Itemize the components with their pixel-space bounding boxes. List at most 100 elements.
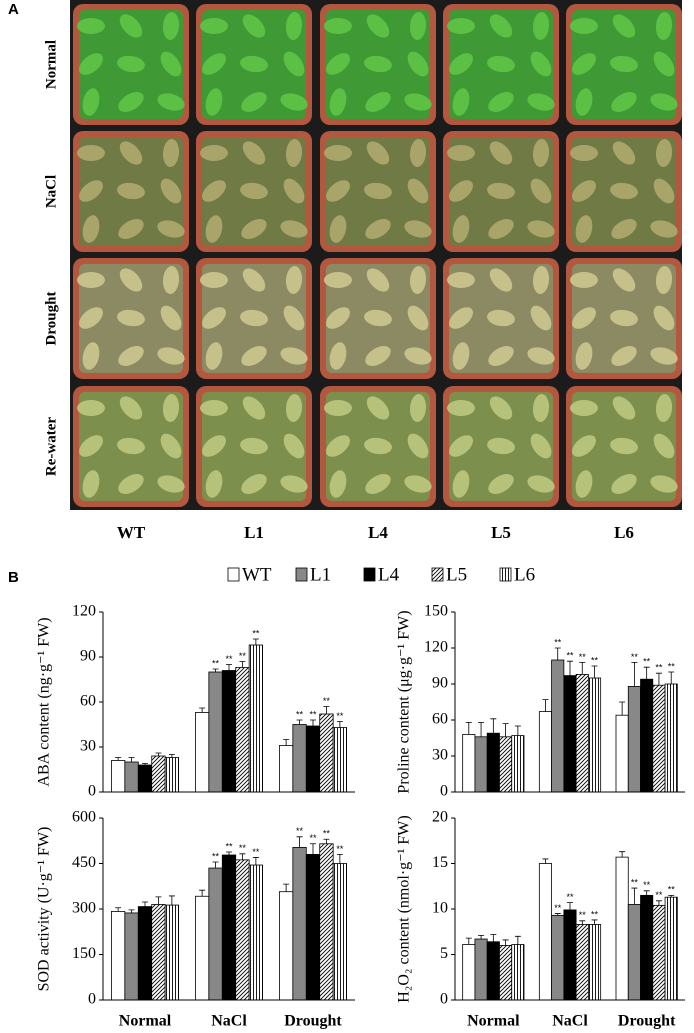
y-tick-label: 0 xyxy=(88,783,96,800)
error-bar xyxy=(128,909,135,913)
significance: ** xyxy=(643,657,651,667)
leaf xyxy=(611,474,637,494)
leaf xyxy=(118,92,144,112)
bar xyxy=(164,904,180,1001)
significance: ** xyxy=(212,851,220,861)
leaf xyxy=(489,268,513,292)
y-tick-label: 20 xyxy=(432,809,448,826)
error-bar xyxy=(128,757,135,762)
legend-label: WT xyxy=(242,564,272,585)
bar xyxy=(499,736,513,793)
leaf xyxy=(407,433,429,459)
significance: ** xyxy=(631,877,639,887)
error-bar xyxy=(296,836,303,848)
leaf xyxy=(527,475,555,493)
leaf xyxy=(488,474,514,494)
significance: ** xyxy=(591,909,599,919)
leaf xyxy=(242,141,266,165)
leaf xyxy=(157,347,185,365)
error-bar xyxy=(490,718,497,734)
bar xyxy=(486,732,500,793)
x-tick-label: NaCl xyxy=(552,1013,588,1030)
leaf xyxy=(77,272,105,288)
y-tick-label: 90 xyxy=(432,675,448,692)
bar xyxy=(652,904,666,1001)
bar xyxy=(332,727,348,793)
leaf xyxy=(612,141,636,165)
error-bar xyxy=(619,701,626,716)
y-tick-label: 150 xyxy=(72,945,96,962)
bar xyxy=(474,736,488,793)
leaf xyxy=(118,474,144,494)
significance: ** xyxy=(566,651,574,661)
leaf xyxy=(157,220,185,238)
error-bar xyxy=(155,752,162,756)
leaf xyxy=(119,14,143,38)
column-label: L1 xyxy=(244,523,264,542)
y-tick-label: 60 xyxy=(432,711,448,728)
leaf xyxy=(162,139,180,167)
leaf xyxy=(283,305,305,331)
leaf xyxy=(117,309,145,327)
y-tick-label: 450 xyxy=(72,854,96,871)
error-bar xyxy=(252,857,259,866)
leaf xyxy=(650,475,678,493)
leaf xyxy=(119,396,143,420)
error-bar xyxy=(567,660,573,676)
leaf xyxy=(655,12,673,40)
error-bar xyxy=(168,754,175,758)
leaf xyxy=(117,182,145,200)
significance: ** xyxy=(591,655,599,665)
y-axis-label: H₂O₂ content (nmol·g⁻¹ FW) xyxy=(396,815,413,1002)
leaf xyxy=(283,51,305,77)
leaf xyxy=(200,145,228,161)
leaf xyxy=(575,88,593,116)
legend-swatch xyxy=(227,567,240,582)
x-tick-label: Drought xyxy=(618,1013,676,1030)
leaf xyxy=(487,437,515,455)
error-bar xyxy=(323,706,330,714)
bar xyxy=(124,912,139,1001)
bar xyxy=(588,677,602,793)
row-label: Drought xyxy=(43,292,59,346)
leaf xyxy=(404,93,432,111)
leaf xyxy=(449,435,473,457)
y-tick-label: 0 xyxy=(440,991,448,1008)
bar xyxy=(278,891,294,1001)
leaf xyxy=(118,219,144,239)
leaf xyxy=(82,470,100,498)
leaf xyxy=(205,342,223,370)
leaf xyxy=(409,394,427,422)
leaf xyxy=(404,475,432,493)
error-bar xyxy=(579,662,586,675)
leaf xyxy=(655,394,673,422)
leaf xyxy=(530,433,552,459)
leaf xyxy=(655,139,673,167)
significance: ** xyxy=(225,654,233,664)
leaf xyxy=(532,394,550,422)
significance: ** xyxy=(323,696,331,706)
leaf xyxy=(79,53,103,75)
leaf xyxy=(283,178,305,204)
legend-swatch xyxy=(499,567,512,582)
error-bar xyxy=(554,913,561,916)
significance: ** xyxy=(225,841,233,851)
y-tick-label: 300 xyxy=(72,900,96,917)
leaf xyxy=(404,347,432,365)
y-tick-label: 10 xyxy=(432,900,448,917)
error-bar xyxy=(155,896,162,905)
bar xyxy=(640,894,654,1001)
leaf xyxy=(82,342,100,370)
error-bar xyxy=(212,668,219,672)
leaf xyxy=(82,215,100,243)
error-bar xyxy=(502,723,509,737)
significance: ** xyxy=(296,826,304,836)
leaf xyxy=(447,145,475,161)
significance: ** xyxy=(554,903,562,913)
leaf xyxy=(653,51,675,77)
leaf xyxy=(160,305,182,331)
y-tick-label: 0 xyxy=(88,991,96,1008)
significance: ** xyxy=(252,847,260,857)
bar xyxy=(235,667,250,793)
bar xyxy=(221,670,237,793)
